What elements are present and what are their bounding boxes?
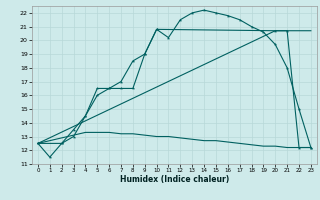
X-axis label: Humidex (Indice chaleur): Humidex (Indice chaleur) [120,175,229,184]
